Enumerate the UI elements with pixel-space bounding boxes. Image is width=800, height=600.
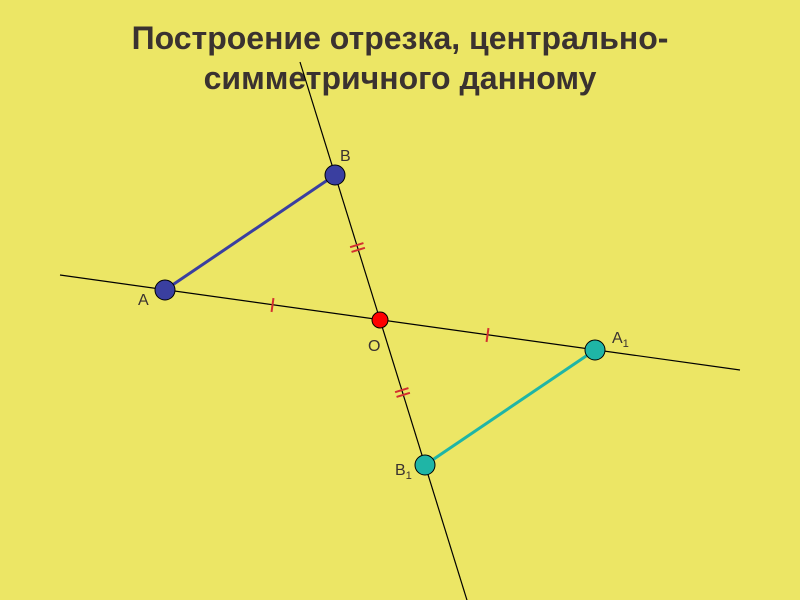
label-B1: В1 — [395, 462, 412, 482]
label-B: В — [340, 148, 351, 166]
diagram-canvas: Построение отрезка, центрально- симметри… — [0, 0, 800, 600]
label-A1: А1 — [612, 330, 629, 350]
geometry-svg — [0, 0, 800, 600]
label-A: А — [138, 292, 149, 310]
label-O: О — [368, 338, 380, 356]
